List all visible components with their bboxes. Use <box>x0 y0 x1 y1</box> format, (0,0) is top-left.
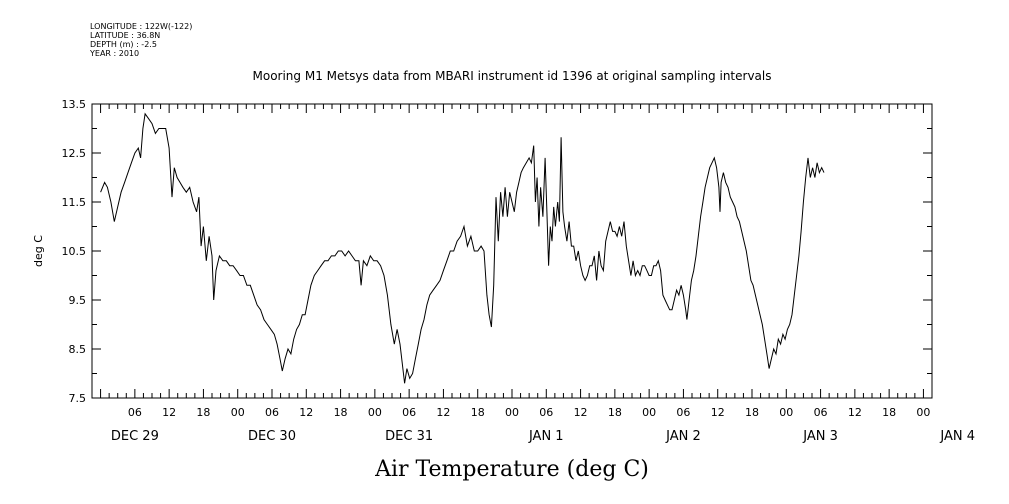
plot-frame <box>91 103 933 399</box>
x-day-label: DEC 29 <box>111 429 159 444</box>
x-day-label: JAN 1 <box>528 429 564 444</box>
air-temperature-line <box>100 112 825 384</box>
y-tick-label: 7.5 <box>69 392 87 405</box>
series-layer <box>100 112 825 384</box>
metadata-block: LONGITUDE : 122W(-122) LATITUDE : 36.8N … <box>90 22 192 58</box>
year-label: YEAR : 2010 <box>90 49 140 58</box>
y-tick-label: 13.5 <box>62 98 87 111</box>
longitude-label: LONGITUDE : 122W(-122) <box>90 22 193 31</box>
x-day-label: JAN 3 <box>802 429 838 444</box>
x-tick-label: 00 <box>368 406 382 419</box>
y-tick-label: 11.5 <box>62 196 87 209</box>
x-tick-label: 00 <box>916 406 930 419</box>
x-day-label: JAN 2 <box>665 429 701 444</box>
y-axis: 7.5 8.5 9.5 10.5 11.5 12.5 13.5 <box>62 98 932 405</box>
x-day-label: DEC 31 <box>385 429 433 444</box>
x-tick-label: 18 <box>471 406 485 419</box>
chart-title: Mooring M1 Metsys data from MBARI instru… <box>253 69 772 83</box>
x-tick-label: 06 <box>676 406 690 419</box>
y-tick-label: 9.5 <box>69 294 87 307</box>
x-tick-label: 12 <box>848 406 862 419</box>
x-tick-label: 06 <box>128 406 142 419</box>
x-tick-label: 12 <box>436 406 450 419</box>
x-tick-label: 18 <box>608 406 622 419</box>
x-axis: 06 12 18 00 06 12 18 00 06 12 18 00 06 12 18 00 06 12 18 00… <box>91 104 975 444</box>
x-tick-label: 12 <box>299 406 313 419</box>
y-axis-label: deg C <box>32 235 45 267</box>
x-tick-label: 18 <box>745 406 759 419</box>
y-tick-label: 10.5 <box>62 245 87 258</box>
x-day-label: JAN 4 <box>939 429 975 444</box>
x-tick-label: 00 <box>642 406 656 419</box>
depth-label: DEPTH (m) : -2.5 <box>90 40 157 49</box>
x-tick-label: 00 <box>779 406 793 419</box>
x-tick-label: 06 <box>265 406 279 419</box>
x-tick-label: 00 <box>505 406 519 419</box>
x-tick-label: 06 <box>814 406 828 419</box>
x-tick-label: 00 <box>231 406 245 419</box>
x-tick-label: 12 <box>162 406 176 419</box>
latitude-label: LATITUDE : 36.8N <box>90 31 161 40</box>
x-tick-label: 12 <box>574 406 588 419</box>
x-tick-label: 06 <box>539 406 553 419</box>
x-tick-label: 06 <box>402 406 416 419</box>
x-axis-label: Air Temperature (deg C) <box>374 457 649 482</box>
y-tick-label: 12.5 <box>62 147 87 160</box>
x-day-label: DEC 30 <box>248 429 296 444</box>
x-tick-label: 12 <box>711 406 725 419</box>
x-tick-label: 18 <box>196 406 210 419</box>
y-tick-label: 8.5 <box>69 343 87 356</box>
x-tick-label: 18 <box>334 406 348 419</box>
x-tick-label: 18 <box>882 406 896 419</box>
